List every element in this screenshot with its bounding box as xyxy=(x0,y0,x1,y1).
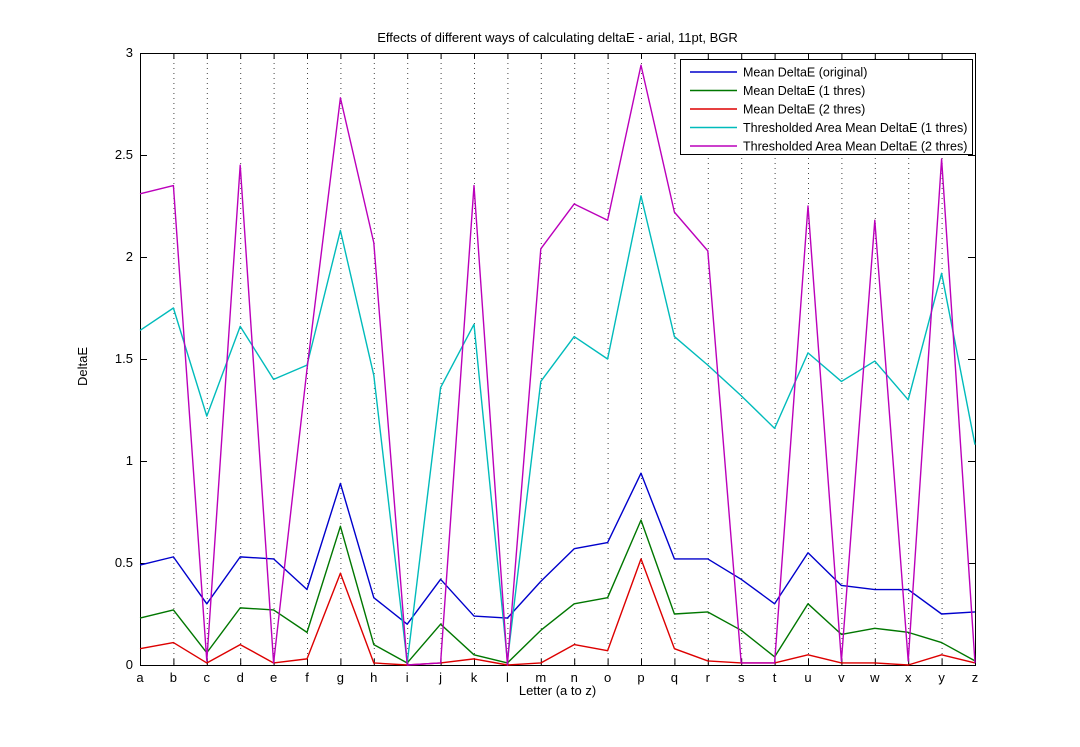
series-line xyxy=(139,195,976,664)
x-tick-label: y xyxy=(938,670,945,685)
x-tick-label: z xyxy=(972,670,979,685)
x-tick-label: e xyxy=(270,670,277,685)
x-tick-label: a xyxy=(136,670,144,685)
y-tick-label: 3 xyxy=(126,45,133,60)
x-tick-label: f xyxy=(305,670,309,685)
x-tick-label: u xyxy=(804,670,811,685)
x-tick-label: o xyxy=(604,670,611,685)
legend-box xyxy=(680,59,973,155)
x-tick-label: h xyxy=(370,670,377,685)
y-axis-label: DeltaE xyxy=(75,346,90,387)
y-tick-label: 0.5 xyxy=(115,555,133,570)
x-tick-label: g xyxy=(337,670,344,685)
x-tick-label: m xyxy=(535,670,546,685)
y-tick-label: 1.5 xyxy=(115,351,133,366)
x-axis-label: Letter (a to z) xyxy=(518,683,597,698)
x-tick-label: t xyxy=(773,670,777,685)
x-tick-label: v xyxy=(838,670,845,685)
series-line xyxy=(139,558,976,666)
legend-label: Thresholded Area Mean DeltaE (1 thres) xyxy=(743,121,967,135)
y-tick-label: 2.5 xyxy=(115,147,133,162)
chart-title: Effects of different ways of calculating… xyxy=(377,30,738,45)
x-tick-label: p xyxy=(637,670,644,685)
y-tick-label: 1 xyxy=(126,453,133,468)
legend-label: Thresholded Area Mean DeltaE (2 thres) xyxy=(743,140,967,154)
x-tick-label: x xyxy=(905,670,912,685)
x-tick-label: l xyxy=(506,670,509,685)
x-tick-label: r xyxy=(706,670,711,685)
legend-label: Mean DeltaE (original) xyxy=(743,66,867,80)
x-tick-label: c xyxy=(204,670,211,685)
x-tick-label: d xyxy=(237,670,244,685)
y-tick-label: 2 xyxy=(126,249,133,264)
series-line xyxy=(139,64,976,666)
x-tick-label: b xyxy=(170,670,177,685)
x-tick-label: n xyxy=(571,670,578,685)
x-tick-label: q xyxy=(671,670,678,685)
x-tick-label: w xyxy=(869,670,880,685)
y-tick-label: 0 xyxy=(126,657,133,672)
x-tick-label: j xyxy=(438,670,442,685)
x-tick-label: s xyxy=(738,670,745,685)
legend-label: Mean DeltaE (2 thres) xyxy=(743,103,865,117)
legend-label: Mean DeltaE (1 thres) xyxy=(743,84,865,98)
x-tick-label: i xyxy=(406,670,409,685)
x-tick-label: k xyxy=(471,670,478,685)
